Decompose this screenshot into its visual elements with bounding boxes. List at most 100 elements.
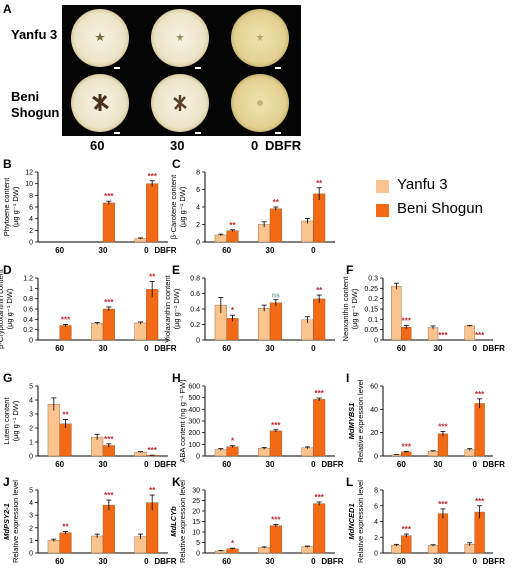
y-tick-label-i-1: 20 — [370, 430, 378, 437]
y-tick-label-b-3: 6 — [29, 205, 33, 212]
bar-c-0-beni — [313, 193, 326, 243]
photo-x-30: 30 — [170, 138, 185, 153]
significance-h-60: * — [231, 437, 235, 446]
fruit-cross-sections — [71, 9, 289, 134]
legend-label-yanfu: Yanfu 3 — [397, 176, 448, 193]
y-tick-label-j-5: 5 — [29, 488, 33, 495]
bar-g-60-beni — [59, 423, 72, 457]
significance-c-30: ** — [273, 198, 280, 207]
bar-d-30-beni — [102, 308, 115, 341]
y-tick-label-h-6: 600 — [188, 384, 200, 391]
bar-h-60-beni — [226, 446, 239, 457]
bar-g-60-yanfu — [47, 404, 60, 457]
y-label-unit-f: (µg g⁻¹ DW) — [350, 288, 359, 329]
x-tick-label-e-0: 0 — [311, 344, 316, 353]
y-tick-label-b-2: 4 — [29, 216, 33, 223]
x-tick-label-f-60: 60 — [397, 344, 406, 353]
y-label-h: ABA content (ng g⁻¹ FW) — [178, 379, 187, 463]
y-label-d: β-Cryptoxanthin content — [0, 268, 5, 349]
y-tick-label-b-4: 8 — [29, 193, 33, 200]
y-tick-label-h-0: 0 — [196, 454, 200, 461]
y-label-k: MdLCYb — [169, 506, 178, 537]
bar-j-60-yanfu — [47, 540, 60, 554]
fruit-beni-30 — [151, 74, 209, 134]
y-label-unit-k: Relative expression level — [178, 480, 187, 563]
x-tick-label-d-60: 60 — [55, 344, 64, 353]
significance-j-30: *** — [104, 491, 114, 500]
x-tick-label-b-30: 30 — [99, 246, 108, 255]
bar-d-30-yanfu — [91, 323, 104, 341]
significance-e-30: ns — [272, 293, 280, 300]
y-tick-label-g-4: 4 — [29, 398, 33, 405]
bar-i-0-yanfu — [464, 449, 475, 457]
bar-c-30-beni — [269, 208, 282, 243]
y-label-b: Phytoene content — [2, 177, 11, 236]
y-tick-label-l-0: 0 — [374, 551, 378, 558]
y-tick-label-c-0: 0 — [196, 240, 200, 247]
x-unit-d: DBFR — [154, 344, 176, 353]
bar-e-0-beni — [313, 298, 326, 341]
y-tick-label-d-2: 0.4 — [23, 317, 33, 324]
y-tick-label-c-2: 4 — [196, 205, 200, 212]
panel-label-f: F — [346, 263, 353, 277]
significance-l-30: *** — [438, 500, 448, 509]
fruit-yanfu-60 — [71, 9, 129, 69]
y-tick-label-d-6: 1.2 — [23, 276, 33, 283]
significance-k-0: *** — [315, 493, 325, 502]
bar-i-30-yanfu — [427, 451, 439, 457]
x-tick-label-i-60: 60 — [397, 460, 406, 469]
y-tick-label-k-5: 25 — [192, 498, 200, 505]
y-tick-label-c-4: 8 — [196, 170, 200, 177]
x-tick-label-b-60: 60 — [55, 246, 64, 255]
significance-h-30: *** — [271, 421, 281, 430]
significance-i-60: *** — [402, 442, 412, 451]
y-tick-label-h-3: 300 — [188, 419, 200, 426]
x-tick-label-c-60: 60 — [222, 246, 231, 255]
legend-label-beni: Beni Shogun — [397, 200, 483, 217]
bar-l-30-beni — [437, 513, 449, 554]
y-label-g: Lutein content — [2, 397, 11, 445]
significance-h-0: *** — [315, 389, 325, 398]
significance-j-60: ** — [62, 523, 69, 532]
x-tick-label-c-0: 0 — [311, 246, 316, 255]
y-tick-label-f-5: 0.25 — [364, 286, 378, 293]
x-tick-label-i-0: 0 — [472, 460, 477, 469]
bar-i-60-beni — [401, 451, 412, 457]
y-tick-label-g-1: 1 — [29, 440, 33, 447]
cultivar-label-beni-line2: Shogun — [11, 105, 60, 120]
x-unit-j: DBFR — [154, 557, 176, 566]
y-tick-label-h-1: 100 — [188, 442, 200, 449]
panel-label-c: C — [172, 157, 181, 171]
bar-h-30-beni — [269, 430, 282, 457]
y-tick-label-b-1: 2 — [29, 228, 33, 235]
y-tick-label-e-0: 0 — [196, 338, 200, 345]
y-tick-label-g-2: 2 — [29, 426, 33, 433]
x-tick-label-e-60: 60 — [222, 344, 231, 353]
y-tick-label-f-0: 0 — [374, 338, 378, 345]
significance-e-0: ** — [316, 286, 323, 295]
x-tick-label-e-30: 30 — [266, 344, 275, 353]
bar-h-30-yanfu — [258, 448, 271, 457]
y-tick-label-j-0: 0 — [29, 551, 33, 558]
y-tick-label-d-4: 0.8 — [23, 296, 33, 303]
panel-label-b: B — [3, 157, 12, 171]
panel-label-j: J — [3, 475, 10, 489]
fruit-beni-60 — [71, 74, 129, 134]
bar-i-30-beni — [437, 433, 449, 457]
y-tick-label-d-5: 1 — [29, 286, 33, 293]
fruit-beni-0 — [231, 74, 289, 134]
y-tick-label-b-5: 10 — [25, 181, 33, 188]
bar-f-60-yanfu — [391, 286, 402, 341]
bar-l-60-yanfu — [391, 544, 402, 554]
x-tick-label-g-60: 60 — [55, 460, 64, 469]
y-tick-label-c-3: 6 — [196, 187, 200, 194]
significance-l-0: *** — [475, 497, 485, 506]
x-tick-label-j-0: 0 — [144, 557, 149, 566]
significance-d-30: *** — [104, 298, 114, 307]
x-tick-label-g-0: 0 — [144, 460, 149, 469]
panel-label-g: G — [3, 371, 12, 385]
panel-label-k: K — [172, 475, 181, 489]
bar-j-30-beni — [102, 504, 115, 554]
bar-f-0-yanfu — [464, 325, 475, 341]
